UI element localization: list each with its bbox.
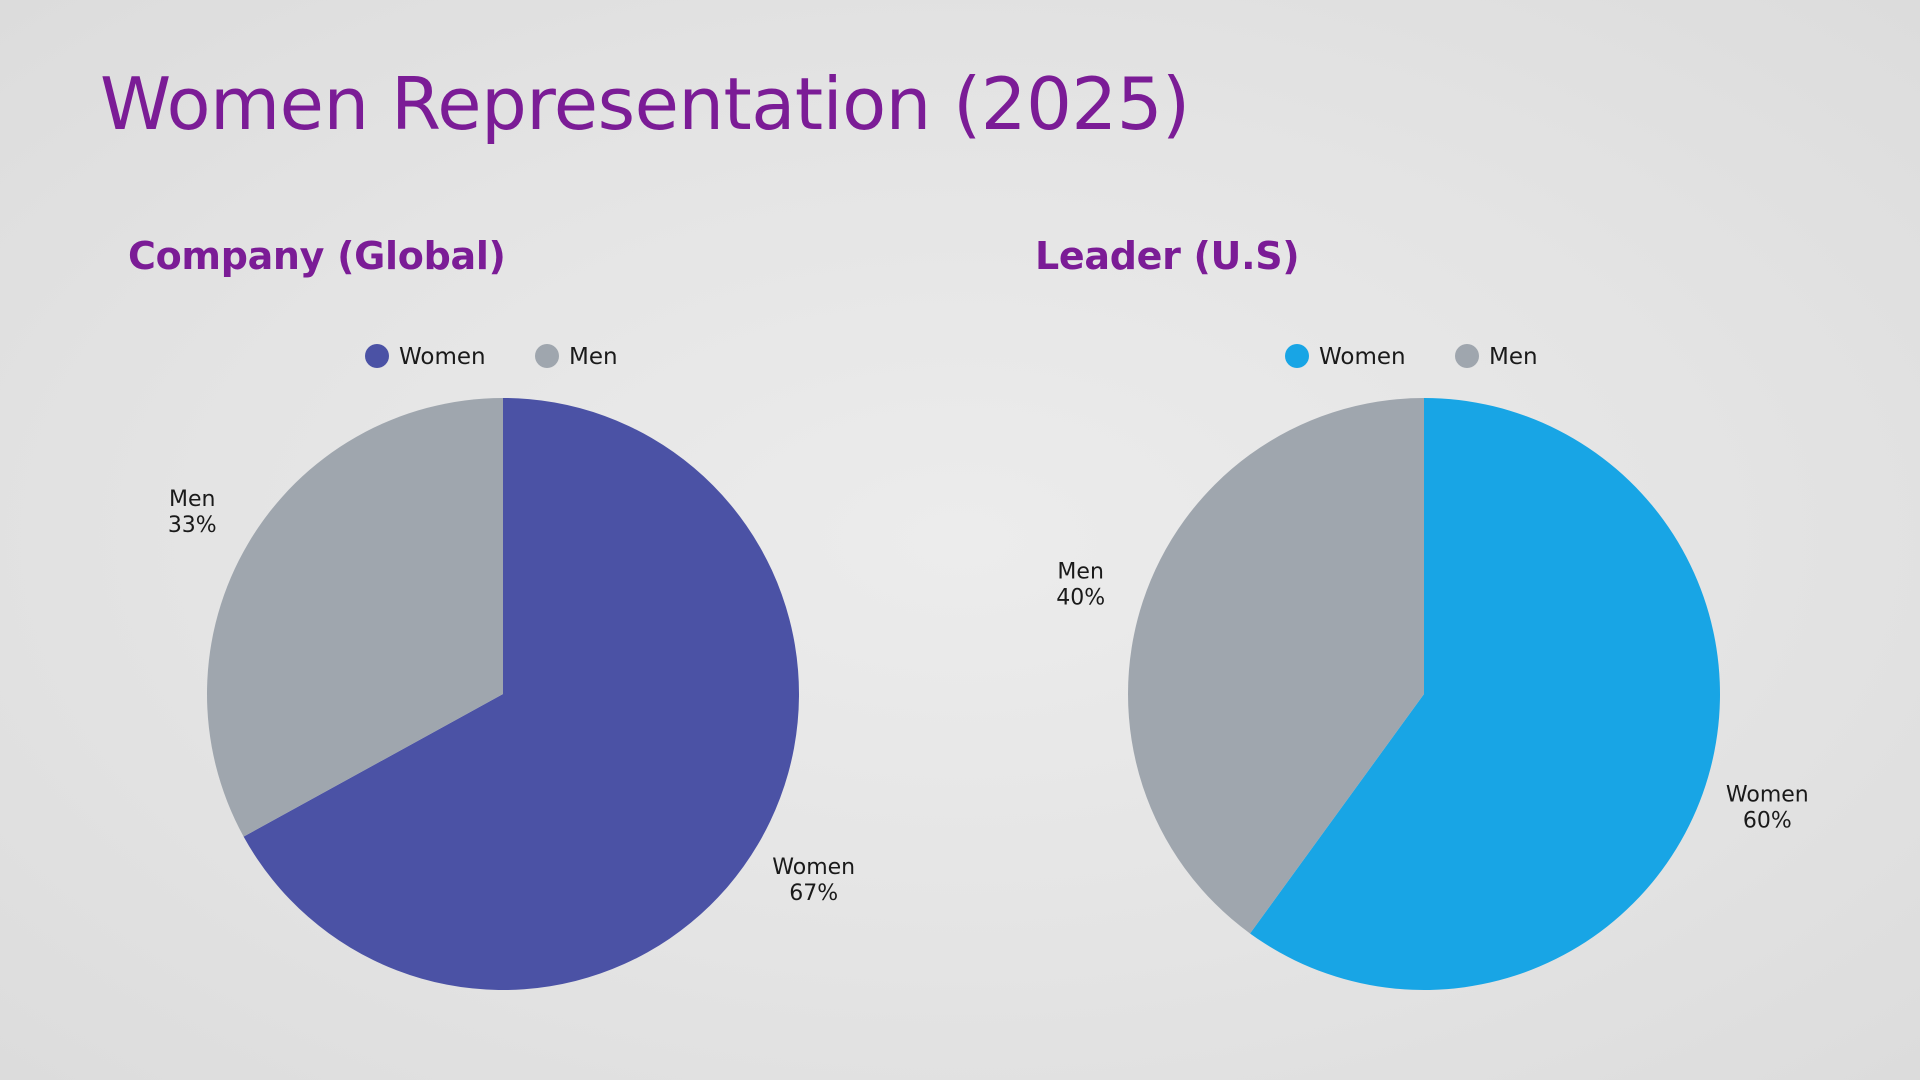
legend-label-women: Women bbox=[399, 344, 486, 370]
pie-slice-women bbox=[1250, 398, 1720, 990]
data-label-men-category: Men bbox=[1057, 559, 1103, 584]
data-label-women-value: 67% bbox=[789, 881, 838, 906]
pie-slice-women bbox=[243, 398, 799, 990]
data-label-women-value: 60% bbox=[1743, 809, 1792, 834]
legend-item-men: Men bbox=[535, 344, 618, 370]
legend-item-women: Women bbox=[1285, 344, 1406, 370]
legend-swatch-men bbox=[1455, 344, 1479, 368]
legend-label-men: Men bbox=[1489, 344, 1538, 370]
legend-swatch-women bbox=[1285, 344, 1309, 368]
data-label-men-value: 40% bbox=[1056, 585, 1105, 610]
legend-swatch-women bbox=[365, 344, 389, 368]
pie-slice-men bbox=[206, 397, 504, 837]
legend-label-women: Women bbox=[1319, 344, 1406, 370]
data-label-women-category: Women bbox=[1726, 783, 1809, 808]
legend-label-men: Men bbox=[569, 344, 618, 370]
data-label-women-category: Women bbox=[772, 855, 855, 880]
chart-title-company: Company (Global) bbox=[128, 234, 506, 278]
data-label-men-value: 33% bbox=[168, 513, 217, 538]
legend-swatch-men bbox=[535, 344, 559, 368]
chart-title-leader: Leader (U.S) bbox=[1035, 234, 1300, 278]
pie-slice-men bbox=[1128, 398, 1424, 934]
legend-item-women: Women bbox=[365, 344, 486, 370]
legend-item-men: Men bbox=[1455, 344, 1538, 370]
slide-title: Women Representation (2025) bbox=[100, 62, 1190, 146]
data-label-men-category: Men bbox=[169, 487, 215, 512]
